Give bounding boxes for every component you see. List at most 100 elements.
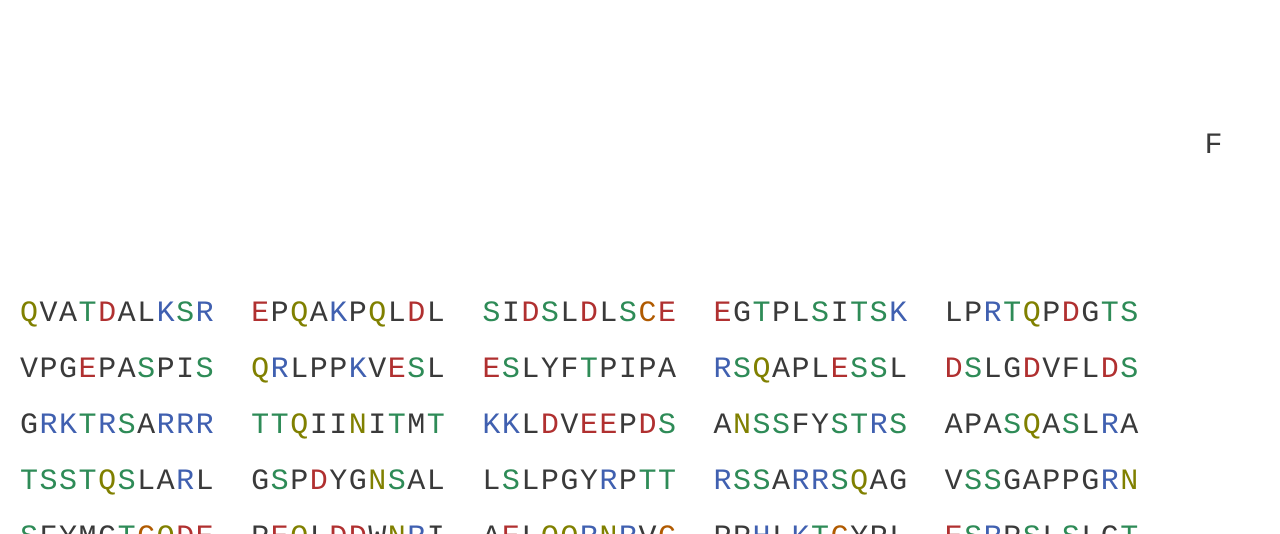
residue: I — [176, 353, 196, 387]
residue: L — [290, 353, 310, 387]
residue: L — [1042, 521, 1062, 534]
residue: Y — [59, 521, 79, 534]
residue: S — [388, 465, 408, 499]
residue: K — [329, 297, 349, 331]
residue: D — [407, 297, 427, 331]
residue: S — [658, 409, 678, 443]
residue: A — [713, 409, 733, 443]
residue: T — [658, 465, 678, 499]
sequence-block: PPHLKTCYPL — [713, 510, 908, 534]
sequence-row: VPGEPASPISQRLPPKVESLESLYFTPIPARSQAPLESSL… — [20, 342, 1260, 398]
residue: V — [560, 409, 580, 443]
residue: T — [251, 409, 271, 443]
residue: Q — [1023, 297, 1043, 331]
residue: P — [713, 521, 733, 534]
residue: L — [427, 353, 447, 387]
residue: A — [945, 409, 965, 443]
residue: N — [599, 521, 619, 534]
residue: K — [59, 409, 79, 443]
residue: E — [196, 521, 216, 534]
residue: L — [310, 521, 330, 534]
residue: G — [1081, 297, 1101, 331]
residue: Q — [1023, 409, 1043, 443]
residue: T — [753, 297, 773, 331]
residue: P — [541, 465, 561, 499]
residue: L — [521, 409, 541, 443]
residue: D — [1023, 353, 1043, 387]
residue: G — [889, 465, 909, 499]
residue: R — [196, 297, 216, 331]
residue: E — [580, 409, 600, 443]
residue: G — [349, 465, 369, 499]
residue: G — [1003, 353, 1023, 387]
residue: P — [1062, 465, 1082, 499]
residue: Q — [98, 465, 118, 499]
residue: R — [98, 409, 118, 443]
residue: P — [619, 409, 639, 443]
sequence-row: TSSTQSLARLGSPDYGNSALLSLPGYRPTTRSSARRSQAG… — [20, 454, 1260, 510]
residue: E — [713, 297, 733, 331]
residue: K — [792, 521, 812, 534]
residue: S — [1023, 521, 1043, 534]
residue: A — [310, 297, 330, 331]
residue: R — [870, 409, 890, 443]
residue: I — [329, 409, 349, 443]
sequence-block: GRKTRSARRR — [20, 398, 215, 454]
residue: T — [79, 409, 99, 443]
residue: F — [40, 521, 60, 534]
residue: F — [560, 353, 580, 387]
residue: S — [20, 521, 40, 534]
residue: K — [157, 297, 177, 331]
sequence-block: EPQAKPQLDL — [251, 286, 446, 342]
residue: S — [118, 409, 138, 443]
sequence-rows: QVATDALKSREPQAKPQLDLSIDSLDLSCEEGTPLSITSK… — [20, 286, 1260, 534]
residue: T — [1101, 297, 1121, 331]
residue: E — [502, 521, 522, 534]
residue: Q — [753, 353, 773, 387]
residue: L — [984, 353, 1004, 387]
residue: G — [98, 521, 118, 534]
sequence-row: SFYMGTCQDEPEQLDDWNRIAELQQRNRVCPPHLKTCYPL… — [20, 510, 1260, 534]
residue: A — [1042, 409, 1062, 443]
residue: F — [1204, 129, 1224, 163]
residue: R — [713, 353, 733, 387]
residue: P — [1042, 297, 1062, 331]
sequence-row: QVATDALKSREPQAKPQLDLSIDSLDLSCEEGTPLSITSK… — [20, 286, 1260, 342]
residue: Q — [368, 297, 388, 331]
residue: G — [20, 409, 40, 443]
residue: N — [1120, 465, 1140, 499]
residue: L — [560, 297, 580, 331]
residue: N — [368, 465, 388, 499]
residue: H — [753, 521, 773, 534]
residue: F — [792, 409, 812, 443]
residue: F — [1062, 353, 1082, 387]
residue: S — [482, 297, 502, 331]
residue: Q — [850, 465, 870, 499]
residue: D — [349, 521, 369, 534]
residue: D — [310, 465, 330, 499]
residue: S — [733, 465, 753, 499]
residue: D — [945, 353, 965, 387]
residue: R — [713, 465, 733, 499]
residue: K — [482, 409, 502, 443]
residue: L — [427, 297, 447, 331]
residue: S — [1003, 409, 1023, 443]
residue: V — [945, 465, 965, 499]
residue: N — [733, 409, 753, 443]
residue: S — [59, 465, 79, 499]
residue: A — [482, 521, 502, 534]
residue: D — [176, 521, 196, 534]
residue: R — [1101, 465, 1121, 499]
residue: S — [964, 465, 984, 499]
sequence-block: LPRTQPDGTS — [945, 286, 1140, 342]
residue: R — [1101, 409, 1121, 443]
residue: E — [482, 353, 502, 387]
residue: S — [984, 465, 1004, 499]
residue: P — [271, 297, 291, 331]
residue: I — [502, 297, 522, 331]
residue: S — [831, 409, 851, 443]
residue: R — [176, 409, 196, 443]
sequence-block: RSSARRSQAG — [713, 454, 908, 510]
residue: S — [870, 353, 890, 387]
sequence-header: F — [20, 118, 1260, 174]
